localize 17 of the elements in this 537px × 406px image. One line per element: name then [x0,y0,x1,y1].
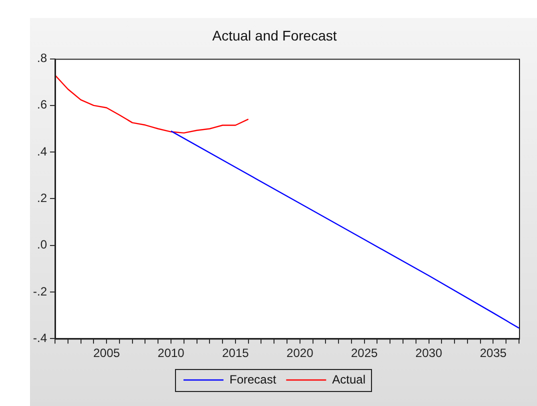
legend-label: Actual [332,372,366,386]
y-tick-label: .4 [36,144,48,158]
x-tick-label: 2020 [286,346,314,360]
x-tick-label: 2005 [93,346,120,360]
x-tick-label: 2030 [415,346,442,360]
y-tick-label: .8 [36,51,48,66]
x-tick-label: 2025 [350,346,378,360]
legend-label: Forecast [229,372,277,386]
x-tick-label: 2035 [480,346,507,360]
chart-title: Actual and Forecast [212,27,337,44]
y-tick-label: -.4 [32,330,48,345]
y-tick-label: .0 [36,238,48,252]
y-tick-label: -.2 [32,284,48,298]
x-tick-label: 2015 [222,346,250,360]
x-tick-label: 2010 [158,346,185,360]
y-tick-label: .6 [36,98,48,112]
y-tick-label: .2 [36,191,48,206]
